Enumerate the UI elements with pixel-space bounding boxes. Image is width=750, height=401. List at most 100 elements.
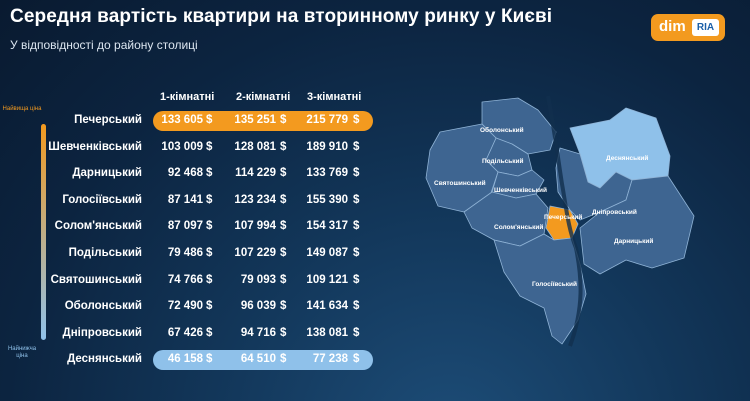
currency-unit: $ <box>280 273 287 286</box>
table-row: Святошинський 74 766 $79 093 $109 121 $ <box>0 271 380 291</box>
page-subtitle: У відповідності до району столиці <box>10 38 198 52</box>
price-value: 96 039 <box>240 300 276 313</box>
price-value: 155 390 <box>306 193 348 206</box>
currency-unit: $ <box>206 167 213 180</box>
table-row: Оболонський 72 490 $96 039 $141 634 $ <box>0 297 380 317</box>
district-name: Солом'янський <box>54 220 142 233</box>
currency-unit: $ <box>353 300 360 313</box>
currency-unit: $ <box>353 114 360 126</box>
map-district-solomianskyi <box>463 191 549 247</box>
price-value: 154 317 <box>306 220 348 233</box>
currency-unit: $ <box>353 193 360 206</box>
map-label-holosiivskyi: Голосіївський <box>532 280 577 288</box>
table-row: Солом'янський 87 097 $107 994 $154 317 $ <box>0 217 380 237</box>
price-value: 114 229 <box>235 167 276 180</box>
map-label-shevchenkivskyi: Шевченківський <box>494 186 547 194</box>
scale-top-label: Найвища ціна <box>2 106 42 112</box>
currency-unit: $ <box>353 353 360 366</box>
price-value: 79 486 <box>167 247 203 259</box>
table-row: Шевченківський 103 009 $128 081 $189 910 $ <box>0 138 380 158</box>
map-district-holosiivskyi <box>493 233 587 345</box>
currency-unit: $ <box>206 326 213 339</box>
currency-unit: $ <box>280 140 287 153</box>
column-header-3-room: 3-кімнатні <box>307 91 362 103</box>
district-name: Дарницький <box>72 167 142 180</box>
price-value: 133 605 <box>161 114 203 126</box>
district-name: Шевченківський <box>48 140 142 153</box>
currency-unit: $ <box>206 114 213 126</box>
price-value: 87 141 <box>167 193 203 206</box>
currency-unit: $ <box>353 140 360 153</box>
column-header-2-room: 2-кімнатні <box>236 91 291 103</box>
price-value: 189 910 <box>306 140 348 153</box>
price-value: 107 229 <box>234 247 276 259</box>
currency-unit: $ <box>280 326 287 339</box>
price-value: 215 779 <box>306 114 348 126</box>
currency-unit: $ <box>280 167 287 180</box>
column-header-1-room: 1-кімнатні <box>160 91 215 103</box>
currency-unit: $ <box>280 247 287 259</box>
price-value: 92 468 <box>167 167 203 180</box>
currency-unit: $ <box>353 326 360 339</box>
currency-unit: $ <box>280 220 287 233</box>
price-value: 133 769 <box>306 167 348 180</box>
district-name: Деснянський <box>67 353 142 366</box>
scale-bottom-label: Найнижча ціна <box>7 346 37 359</box>
dnipro-river <box>546 95 583 347</box>
table-row: Деснянський 46 158 $64 510 $77 238 $ <box>0 350 380 371</box>
currency-unit: $ <box>206 220 213 233</box>
price-value: 141 634 <box>306 300 348 313</box>
price-value: 138 081 <box>306 326 348 339</box>
page-title: Середня вартість квартири на вторинному … <box>10 6 553 27</box>
map-label-dniprovskyi: Дніпровський <box>592 208 637 216</box>
price-scale-bar <box>41 124 46 340</box>
currency-unit: $ <box>353 273 360 286</box>
price-value: 46 158 <box>167 353 203 366</box>
price-value: 103 009 <box>161 140 203 153</box>
currency-unit: $ <box>280 193 287 206</box>
map-label-pecherskyi: Печерський <box>544 213 582 221</box>
price-value: 149 087 <box>306 247 348 259</box>
dim-ria-logo: dim RIA <box>651 14 725 41</box>
district-name: Дніпровський <box>62 326 142 339</box>
district-name: Святошинський <box>50 273 142 286</box>
currency-unit: $ <box>206 140 213 153</box>
table-row: Печерський 133 605 $135 251 $215 779 $ <box>0 111 380 131</box>
currency-unit: $ <box>206 273 213 286</box>
district-name: Печерський <box>74 114 142 126</box>
logo-dim-text: dim <box>659 18 686 35</box>
map-district-darnytskyi <box>579 175 695 275</box>
highest-price-highlight <box>153 111 373 131</box>
map-label-podilskyi: Подільський <box>482 157 523 165</box>
price-value: 107 994 <box>234 220 276 233</box>
price-value: 74 766 <box>167 273 203 286</box>
currency-unit: $ <box>206 300 213 313</box>
price-value: 123 234 <box>234 193 276 206</box>
currency-unit: $ <box>353 247 360 259</box>
table-row: Дарницький 92 468 $114 229 $133 769 $ <box>0 164 380 184</box>
district-name: Подільський <box>68 247 142 259</box>
currency-unit: $ <box>280 300 287 313</box>
map-label-solomianskyi: Солом'янський <box>494 223 543 231</box>
map-label-desnianskyi: Деснянський <box>606 154 648 162</box>
logo-ria-text: RIA <box>692 19 719 36</box>
price-value: 109 121 <box>306 273 348 286</box>
currency-unit: $ <box>353 167 360 180</box>
map-label-sviatoshynskyi: Святошинський <box>434 179 486 187</box>
price-value: 94 716 <box>240 326 276 339</box>
table-row: Дніпровський 67 426 $94 716 $138 081 $ <box>0 324 380 344</box>
district-name: Голосіївський <box>62 193 142 206</box>
price-value: 67 426 <box>167 326 203 339</box>
price-value: 87 097 <box>167 220 203 233</box>
price-value: 64 510 <box>240 353 276 366</box>
price-value: 79 093 <box>240 273 276 286</box>
kyiv-district-map: Оболонський Деснянський Подільський Святоши… <box>425 95 695 347</box>
currency-unit: $ <box>280 353 287 366</box>
price-value: 128 081 <box>234 140 276 153</box>
district-name: Оболонський <box>64 300 142 313</box>
currency-unit: $ <box>206 247 213 259</box>
table-row: Голосіївський 87 141 $123 234 $155 390 $ <box>0 191 380 211</box>
lowest-price-highlight <box>153 350 373 371</box>
price-value: 72 490 <box>167 300 203 313</box>
price-value: 135 251 <box>234 114 276 126</box>
